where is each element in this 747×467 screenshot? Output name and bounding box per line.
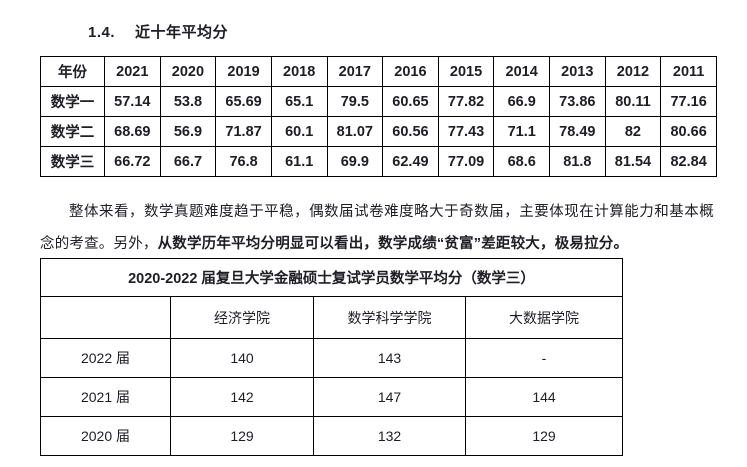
header-cell: 2019	[215, 56, 272, 87]
header-cell-year: 年份	[40, 56, 105, 87]
table-header-row: 年份 2021 2020 2019 2018 2017 2016 2015 20…	[40, 56, 717, 87]
row-label: 数学三	[40, 146, 105, 177]
score-cell: 81.8	[549, 146, 606, 177]
score-cell: 73.86	[549, 86, 606, 117]
score-cell: 77.82	[437, 86, 495, 117]
header-cell: 2011	[660, 56, 717, 87]
paragraph-bold-text: 从数学历年平均分明显可以看出，数学成绩“贫富”差距较大，极易拉分。	[157, 235, 629, 252]
score-cell: 82.84	[660, 146, 717, 177]
score-cell: 77.43	[437, 116, 495, 147]
score-cell: 68.69	[104, 116, 161, 147]
section-title-text: 近十年平均分	[135, 24, 229, 41]
table-header-row: 经济学院 数学科学学院 大数据学院	[40, 296, 623, 339]
score-cell: 78.49	[549, 116, 606, 147]
score-cell: 82	[604, 116, 662, 147]
header-cell: 2014	[493, 56, 550, 87]
header-cell: 2013	[549, 56, 606, 87]
table-row-math2: 数学二 68.69 56.9 71.87 60.1 81.07 60.56 77…	[40, 116, 717, 147]
header-cell: 2021	[104, 56, 161, 87]
score-cell: 66.9	[493, 86, 550, 117]
score-cell: 65.69	[215, 86, 272, 117]
score-cell: 132	[313, 416, 466, 456]
score-cell: 144	[465, 377, 623, 417]
score-cell: -	[465, 338, 623, 378]
score-cell: 81.54	[604, 146, 662, 177]
score-cell: 60.1	[270, 116, 328, 147]
row-label: 数学二	[40, 116, 105, 147]
score-cell: 147	[313, 377, 466, 417]
score-cell: 71.1	[493, 116, 550, 147]
score-cell: 68.6	[493, 146, 550, 177]
score-cell: 56.9	[159, 116, 217, 147]
header-cell-economics: 经济学院	[170, 296, 314, 339]
ten-year-average-table: 年份 2021 2020 2019 2018 2017 2016 2015 20…	[40, 56, 717, 177]
score-cell: 69.9	[326, 146, 384, 177]
row-label: 2021 届	[40, 377, 171, 417]
table-row-math3: 数学三 66.72 66.7 76.8 61.1 69.9 62.49 77.0…	[40, 146, 717, 177]
table-title-row: 2020-2022 届复旦大学金融硕士复试学员数学平均分（数学三）	[40, 258, 623, 297]
score-cell: 77.09	[437, 146, 495, 177]
header-cell: 2020	[159, 56, 217, 87]
score-cell: 140	[170, 338, 314, 378]
table-row-math1: 数学一 57.14 53.8 65.69 65.1 79.5 60.65 77.…	[40, 86, 717, 117]
row-label: 2020 届	[40, 416, 171, 456]
score-cell: 61.1	[270, 146, 328, 177]
score-cell: 142	[170, 377, 314, 417]
score-cell: 81.07	[326, 116, 384, 147]
score-cell: 143	[313, 338, 466, 378]
paragraph-normal-text: 整体来看，数学真题难度趋于平稳，偶数届试卷难度略大于奇数届，主要体现在计算能力和…	[40, 203, 714, 252]
score-cell: 62.49	[382, 146, 439, 177]
score-cell: 76.8	[215, 146, 272, 177]
header-cell: 2018	[270, 56, 328, 87]
score-cell: 66.72	[104, 146, 161, 177]
score-cell: 80.66	[660, 116, 717, 147]
header-cell-math-science: 数学科学学院	[313, 296, 466, 339]
score-cell: 53.8	[159, 86, 217, 117]
row-label: 数学一	[40, 86, 105, 117]
header-cell: 2015	[437, 56, 495, 87]
score-cell: 129	[465, 416, 623, 456]
row-label: 2022 届	[40, 338, 171, 378]
score-cell: 77.16	[660, 86, 717, 117]
score-cell: 65.1	[270, 86, 328, 117]
score-cell: 57.14	[104, 86, 161, 117]
table-row-2020: 2020 届 129 132 129	[40, 416, 623, 456]
score-cell: 129	[170, 416, 314, 456]
table-row-2021: 2021 届 142 147 144	[40, 377, 623, 417]
score-cell: 80.11	[604, 86, 662, 117]
header-cell: 2016	[382, 56, 439, 87]
header-cell-big-data: 大数据学院	[465, 296, 623, 339]
score-cell: 60.65	[382, 86, 439, 117]
header-cell: 2012	[604, 56, 662, 87]
table-row-2022: 2022 届 140 143 -	[40, 338, 623, 378]
header-cell: 2017	[326, 56, 384, 87]
score-cell: 79.5	[326, 86, 384, 117]
header-cell-empty	[40, 296, 171, 339]
score-cell: 66.7	[159, 146, 217, 177]
score-cell: 71.87	[215, 116, 272, 147]
section-heading: 1.4. 近十年平均分	[88, 21, 228, 42]
table-title: 2020-2022 届复旦大学金融硕士复试学员数学平均分（数学三）	[40, 258, 623, 297]
fudan-average-table: 2020-2022 届复旦大学金融硕士复试学员数学平均分（数学三） 经济学院 数…	[40, 258, 623, 456]
section-number: 1.4.	[88, 24, 116, 41]
commentary-paragraph: 整体来看，数学真题难度趋于平稳，偶数届试卷难度略大于奇数届，主要体现在计算能力和…	[40, 196, 714, 260]
score-cell: 60.56	[382, 116, 439, 147]
